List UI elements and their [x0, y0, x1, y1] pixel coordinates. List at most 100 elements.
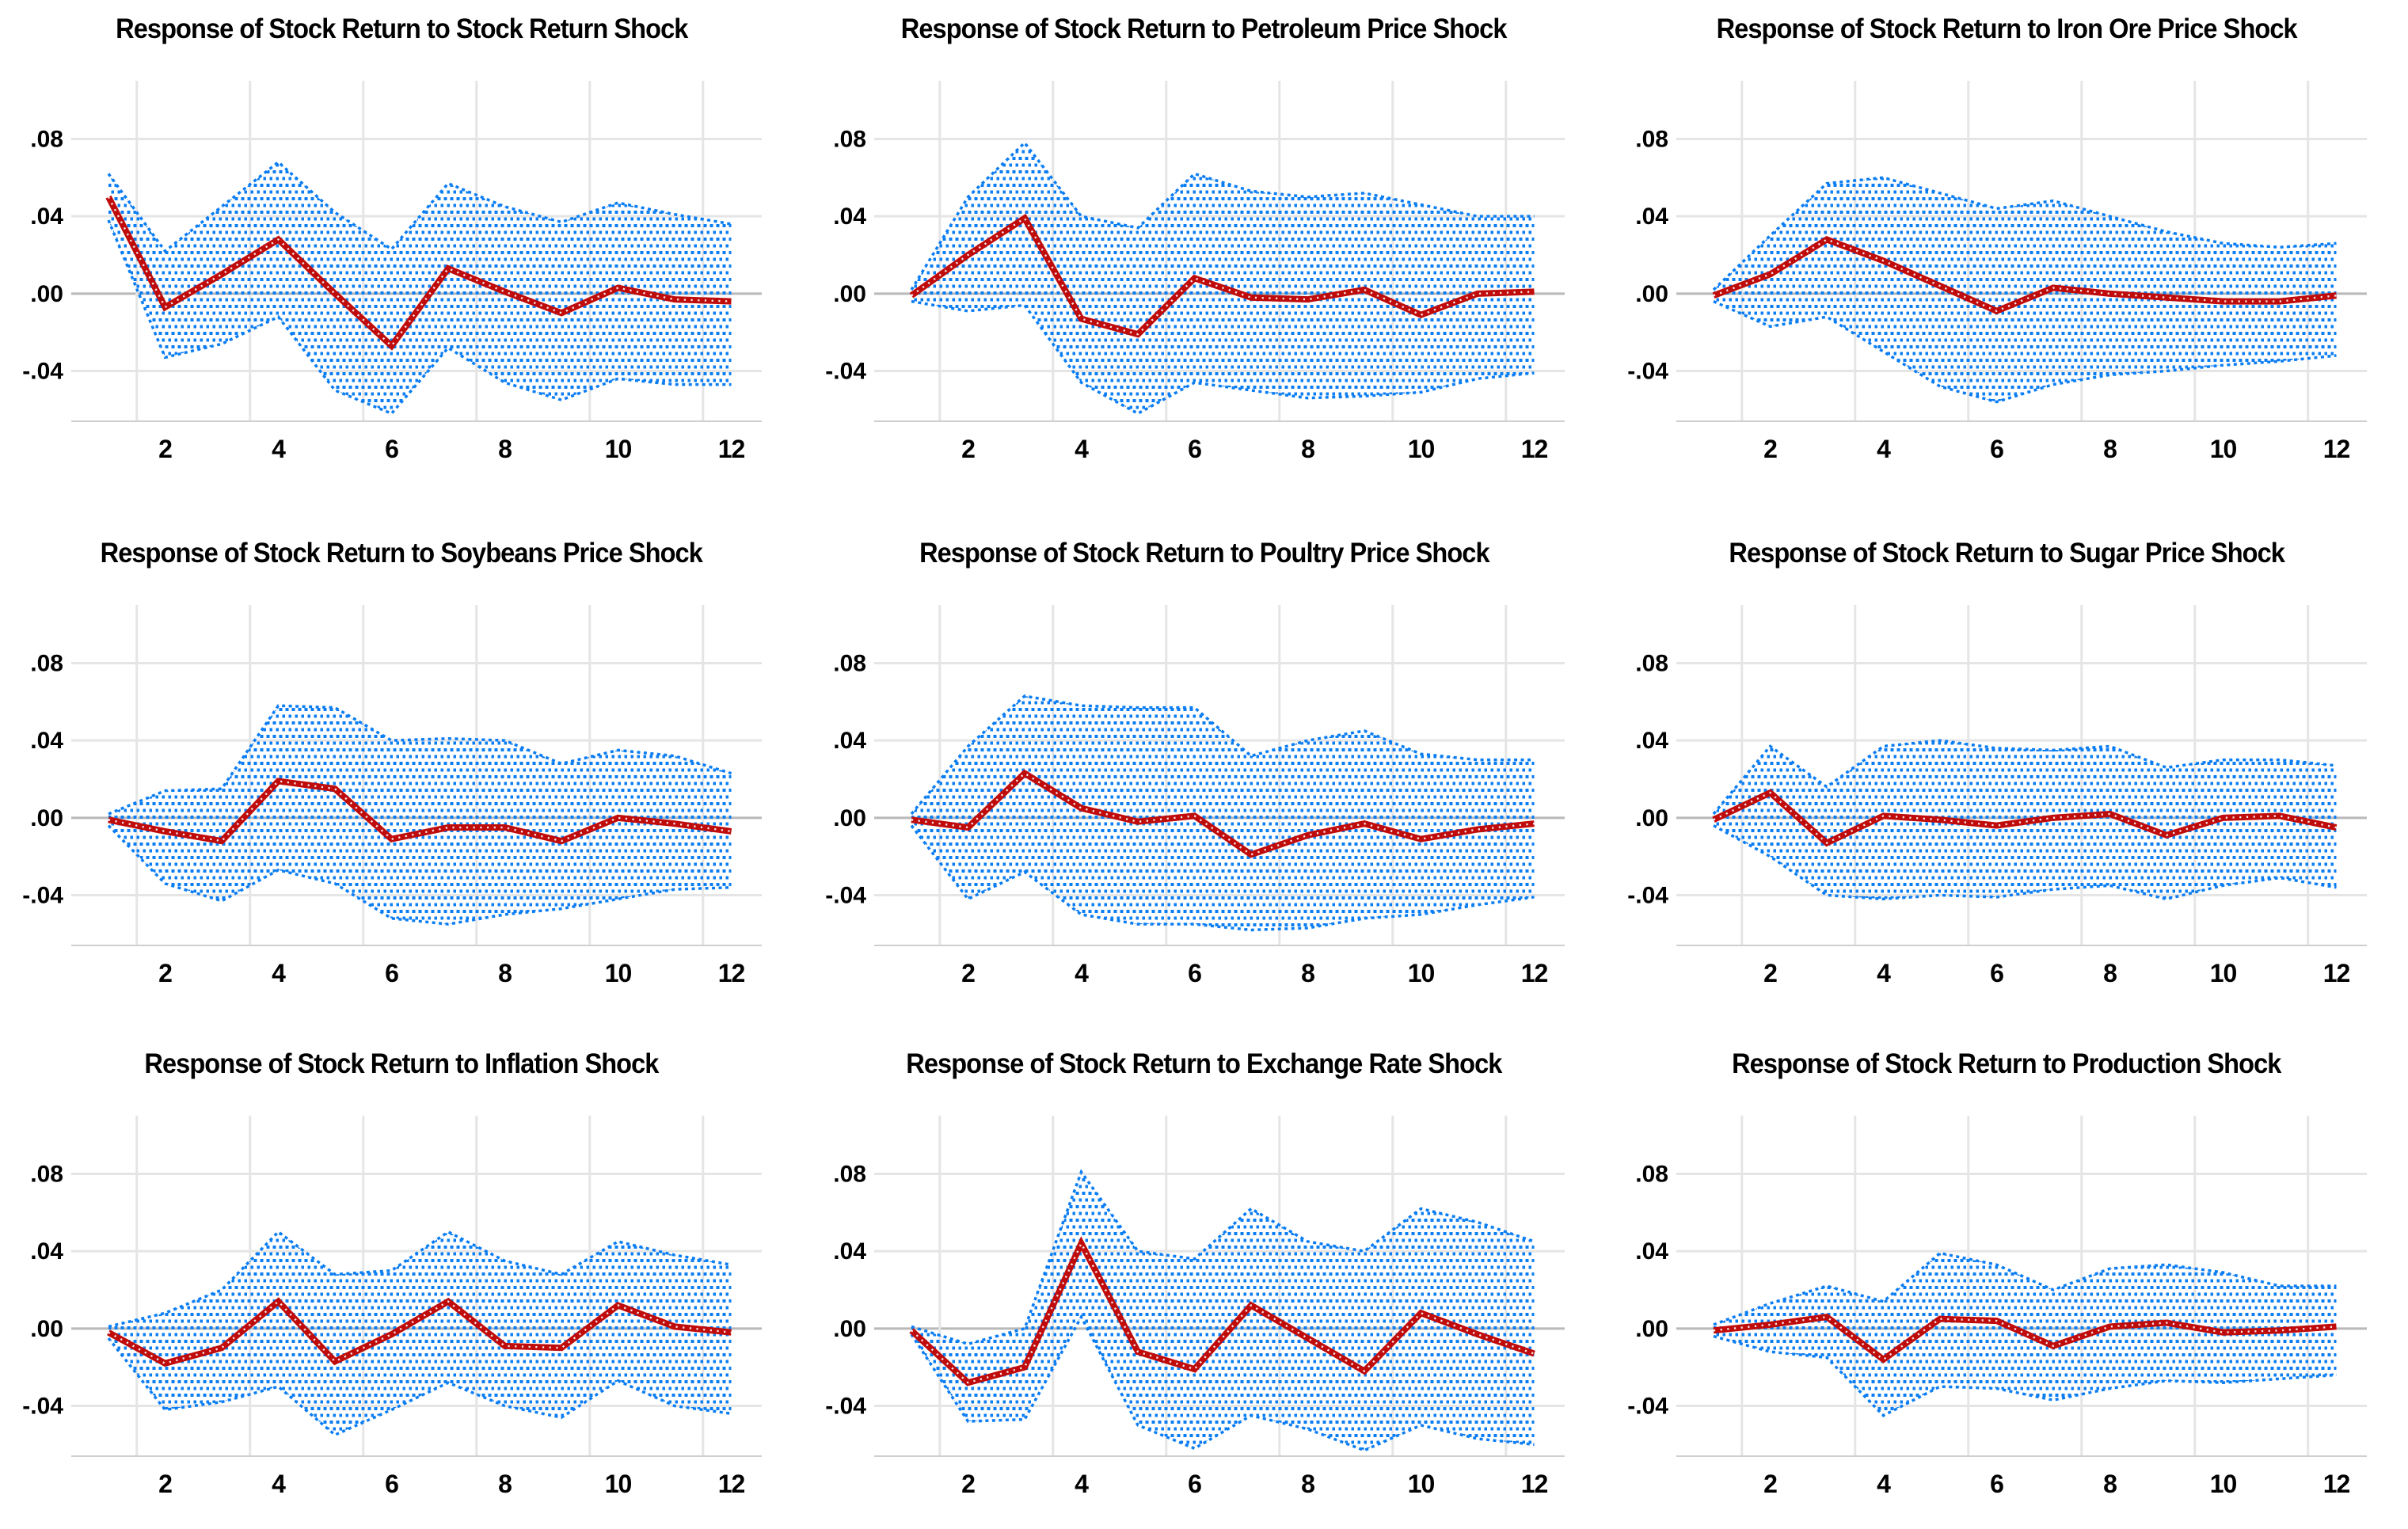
confidence-band [108, 1232, 732, 1436]
x-tick-label: 12 [2323, 435, 2350, 463]
x-tick-label: 2 [1763, 1470, 1777, 1498]
response-line [1712, 788, 2338, 846]
response-line-texture [108, 779, 732, 842]
confidence-band [911, 695, 1535, 930]
x-tick-label: 6 [1990, 959, 2003, 987]
y-tick-label: .00 [833, 281, 866, 307]
confidence-band [911, 143, 1535, 414]
x-tick-label: 4 [1877, 435, 1891, 463]
upper-band-line [910, 140, 1535, 291]
y-tick-label: -.04 [22, 1394, 63, 1420]
irf-panel: Response of Stock Return to Petroleum Pr… [803, 0, 1606, 510]
x-tick-label: 4 [1877, 959, 1891, 987]
x-tick-label: 4 [272, 1470, 286, 1498]
lower-band-line [1713, 823, 2338, 900]
irf-panel: Response of Stock Return to Soybeans Pri… [0, 510, 803, 1020]
panel-title: Response of Stock Return to Petroleum Pr… [901, 13, 1508, 44]
irf-chart: .08 .04 .00 -.04 2 4 6 8 10 12 [22, 604, 762, 987]
panel-title: Response of Stock Return to Poultry Pric… [919, 537, 1490, 569]
lower-band-line [107, 219, 732, 416]
x-tick-label: 10 [2210, 1470, 2237, 1498]
irf-chart: .08 .04 .00 -.04 2 4 6 8 10 12 [825, 1116, 1565, 1498]
x-tick-label: 6 [385, 959, 398, 987]
panel-title: Response of Stock Return to Soybeans Pri… [100, 537, 703, 569]
panel-title-row: Response of Stock Return to Exchange Rat… [803, 1044, 1606, 1084]
y-tick-label: .00 [30, 281, 63, 307]
x-tick-label: 10 [2210, 435, 2237, 463]
response-line-texture [1713, 238, 2337, 313]
y-tick-label: -.04 [1628, 359, 1669, 385]
x-tick-label: 2 [158, 959, 172, 987]
panel-title: Response of Stock Return to Production S… [1732, 1048, 2281, 1080]
irf-panel: Response of Stock Return to Poultry Pric… [803, 510, 1606, 1020]
panel-title: Response of Stock Return to Inflation Sh… [144, 1048, 659, 1080]
x-tick-label: 4 [272, 959, 286, 987]
y-tick-label: .04 [30, 728, 63, 754]
lower-band-line [910, 1314, 1535, 1452]
panel-title-row: Response of Stock Return to Stock Return… [0, 10, 803, 49]
response-line-texture [910, 216, 1535, 336]
response-line-texture [911, 771, 1535, 856]
irf-panel: Response of Stock Return to Sugar Price … [1605, 510, 2408, 1020]
lower-band-line [107, 824, 732, 926]
x-tick-label: 4 [1877, 1470, 1891, 1498]
y-tick-label: .04 [1636, 203, 1669, 230]
panel-title: Response of Stock Return to Stock Return… [115, 13, 688, 44]
y-tick-label: .00 [833, 1316, 866, 1342]
panel-title-row: Response of Stock Return to Inflation Sh… [0, 1044, 803, 1084]
response-line-texture [1714, 1316, 2337, 1361]
panel-title-row: Response of Stock Return to Poultry Pric… [803, 534, 1606, 573]
x-tick-label: 6 [385, 1470, 398, 1498]
y-tick-label: .04 [30, 203, 63, 230]
y-tick-label: .08 [1636, 1162, 1669, 1188]
irf-chart: .08 .04 .00 -.04 2 4 6 8 10 12 [1628, 81, 2368, 463]
y-tick-label: .00 [1636, 281, 1669, 307]
x-tick-label: 10 [1407, 959, 1434, 987]
x-tick-label: 4 [1075, 1470, 1089, 1498]
x-tick-label: 6 [385, 435, 398, 463]
upper-band-line [1713, 1252, 2337, 1326]
x-tick-label: 6 [1188, 435, 1201, 463]
x-tick-label: 8 [498, 1470, 512, 1498]
y-tick-label: -.04 [22, 882, 63, 908]
x-tick-label: 8 [498, 959, 512, 987]
upper-band-line [108, 1230, 732, 1329]
y-tick-label: .04 [833, 203, 866, 230]
x-tick-label: 4 [1075, 435, 1089, 463]
y-tick-label: .00 [30, 1316, 63, 1342]
x-tick-label: 8 [498, 435, 512, 463]
x-tick-label: 12 [2323, 1470, 2350, 1498]
y-tick-label: .08 [30, 650, 63, 676]
panel-title-row: Response of Stock Return to Petroleum Pr… [803, 10, 1606, 49]
y-tick-label: .04 [1636, 1238, 1669, 1265]
x-tick-label: 2 [1763, 959, 1777, 987]
y-tick-label: -.04 [1628, 1394, 1669, 1420]
x-tick-label: 2 [961, 959, 975, 987]
irf-panel: Response of Stock Return to Iron Ore Pri… [1605, 0, 2408, 510]
x-tick-label: 12 [1520, 959, 1547, 987]
x-tick-label: 8 [2103, 1470, 2117, 1498]
y-tick-label: -.04 [825, 1394, 866, 1420]
y-tick-label: .00 [1636, 1316, 1669, 1342]
x-tick-label: 12 [2323, 959, 2350, 987]
x-tick-label: 4 [1075, 959, 1089, 987]
upper-band-line [107, 160, 732, 253]
irf-chart: .08 .04 .00 -.04 2 4 6 8 10 12 [1628, 1116, 2368, 1498]
y-tick-label: .00 [1636, 804, 1669, 831]
irf-chart: .08 .04 .00 -.04 2 4 6 8 10 12 [1628, 604, 2368, 987]
x-tick-label: 12 [718, 959, 745, 987]
irf-chart: .08 .04 .00 -.04 2 4 6 8 10 12 [22, 81, 762, 463]
irf-chart: .08 .04 .00 -.04 2 4 6 8 10 12 [825, 81, 1565, 463]
y-tick-label: .08 [1636, 650, 1669, 676]
x-tick-label: 8 [1301, 435, 1314, 463]
irf-panel: Response of Stock Return to Inflation Sh… [0, 1019, 803, 1529]
x-tick-label: 10 [605, 435, 632, 463]
panel-title-row: Response of Stock Return to Sugar Price … [1605, 534, 2408, 573]
y-tick-label: .04 [833, 1238, 866, 1265]
panel-title-row: Response of Stock Return to Production S… [1605, 1044, 2408, 1084]
y-tick-label: .08 [30, 126, 63, 152]
y-tick-label: .08 [833, 650, 866, 676]
x-tick-label: 12 [718, 435, 745, 463]
x-tick-label: 6 [1188, 959, 1201, 987]
